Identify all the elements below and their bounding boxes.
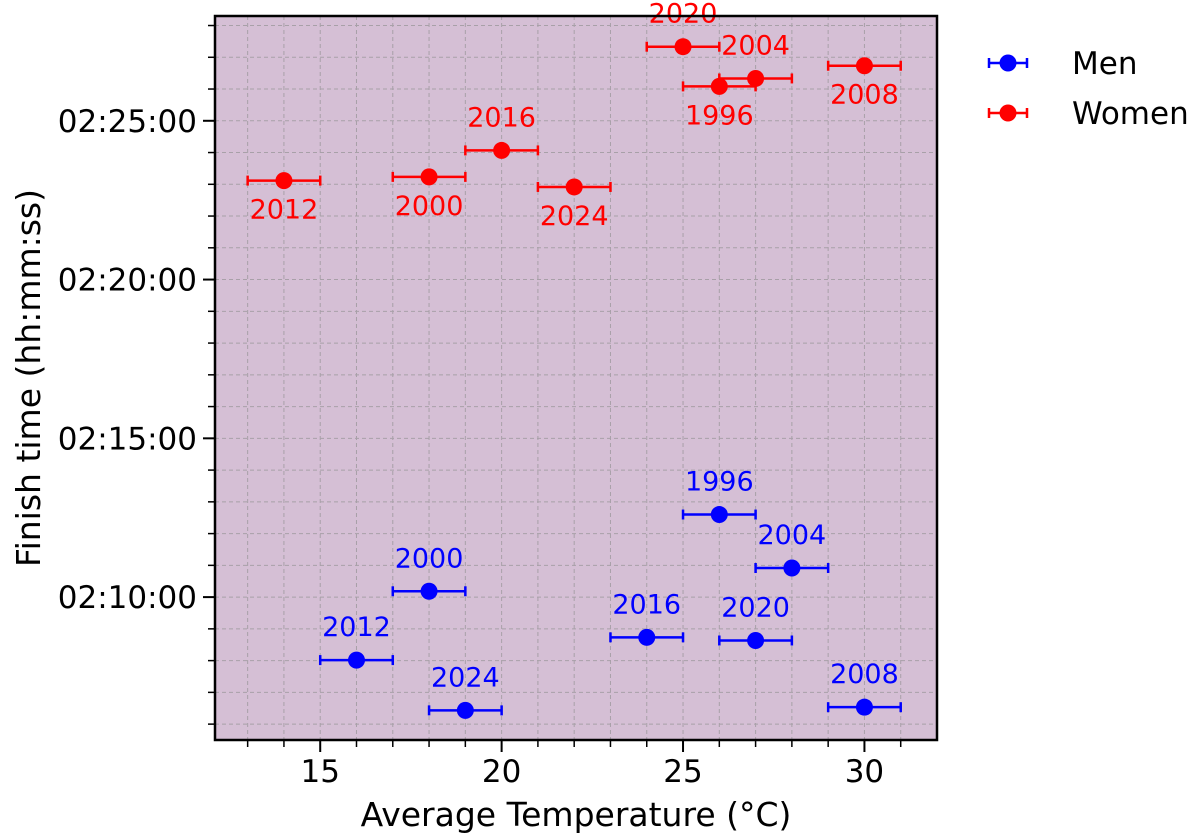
legend-item-men: Men xyxy=(987,46,1137,82)
series-men: 1996 2000 2004 2008 2012 2016 2020 2024 xyxy=(318,467,902,719)
data-label: 2004 xyxy=(721,30,790,61)
y-tick-label: 02:10:00 xyxy=(58,580,197,616)
data-point xyxy=(674,38,692,56)
data-point xyxy=(420,582,438,600)
data-label: 2016 xyxy=(467,102,536,133)
y-axis-label: Finish time (hh:mm:ss) xyxy=(9,189,48,567)
data-label: 2000 xyxy=(395,191,464,222)
legend: Men Women xyxy=(987,46,1189,132)
data-point xyxy=(493,141,511,159)
data-label: 2024 xyxy=(431,662,500,693)
y-tick-label: 02:20:00 xyxy=(58,263,197,299)
x-tick-label: 15 xyxy=(300,754,339,790)
data-label: 2012 xyxy=(322,612,391,643)
data-label: 2016 xyxy=(612,589,681,620)
x-axis: 15 20 25 30 xyxy=(246,740,902,790)
data-label: 2012 xyxy=(250,195,319,226)
y-axis: 02:10:00 02:15:00 02:20:00 02:25:00 xyxy=(58,24,215,725)
legend-marker xyxy=(999,54,1017,72)
data-label: 2020 xyxy=(721,593,790,624)
y-tick-label: 02:15:00 xyxy=(58,421,197,457)
data-point xyxy=(275,172,293,190)
data-label: 2004 xyxy=(758,520,827,551)
plot-frame xyxy=(213,14,939,742)
legend-label: Men xyxy=(1072,46,1137,82)
x-tick-label: 25 xyxy=(663,754,702,790)
data-point xyxy=(747,69,765,87)
data-point xyxy=(420,168,438,186)
data-label: 2008 xyxy=(830,659,899,690)
x-tick-label: 20 xyxy=(482,754,521,790)
legend-item-women: Women xyxy=(987,96,1189,132)
data-point xyxy=(783,559,801,577)
legend-marker xyxy=(999,104,1017,122)
legend-label: Women xyxy=(1072,96,1189,132)
data-point xyxy=(747,632,765,650)
plot-background xyxy=(215,16,937,740)
data-point xyxy=(638,628,656,646)
x-axis-label: Average Temperature (°C) xyxy=(361,795,792,834)
x-tick-label: 30 xyxy=(845,754,884,790)
data-label: 2008 xyxy=(830,80,899,111)
data-point xyxy=(456,701,474,719)
data-point xyxy=(710,506,728,524)
data-point xyxy=(710,77,728,95)
data-point xyxy=(855,57,873,75)
data-label: 2024 xyxy=(540,201,609,232)
data-label: 1996 xyxy=(685,467,754,498)
data-point xyxy=(347,651,365,669)
data-point xyxy=(855,698,873,716)
data-label: 2000 xyxy=(395,543,464,574)
data-label: 1996 xyxy=(685,100,754,131)
grid xyxy=(215,16,937,740)
data-point xyxy=(565,178,583,196)
y-tick-label: 02:25:00 xyxy=(58,104,197,140)
